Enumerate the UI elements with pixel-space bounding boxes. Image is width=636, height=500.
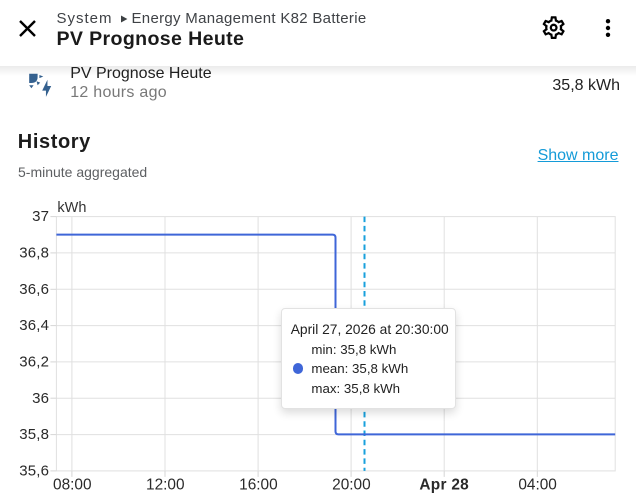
svg-text:36,2: 36,2 (19, 354, 49, 371)
svg-text:kWh: kWh (57, 200, 86, 216)
svg-text:Apr 28: Apr 28 (419, 477, 469, 494)
svg-text:16:00: 16:00 (239, 477, 278, 494)
svg-text:12:00: 12:00 (146, 477, 185, 494)
svg-text:36,6: 36,6 (19, 281, 49, 298)
svg-text:35,6: 35,6 (19, 463, 49, 480)
svg-text:04:00: 04:00 (518, 477, 557, 494)
svg-text:36,4: 36,4 (19, 317, 49, 334)
svg-text:36: 36 (32, 390, 49, 407)
svg-text:08:00: 08:00 (53, 477, 92, 494)
svg-text:36,8: 36,8 (19, 245, 49, 262)
svg-text:37: 37 (32, 208, 49, 225)
svg-text:35,8: 35,8 (19, 426, 49, 443)
svg-text:20:00: 20:00 (332, 477, 371, 494)
